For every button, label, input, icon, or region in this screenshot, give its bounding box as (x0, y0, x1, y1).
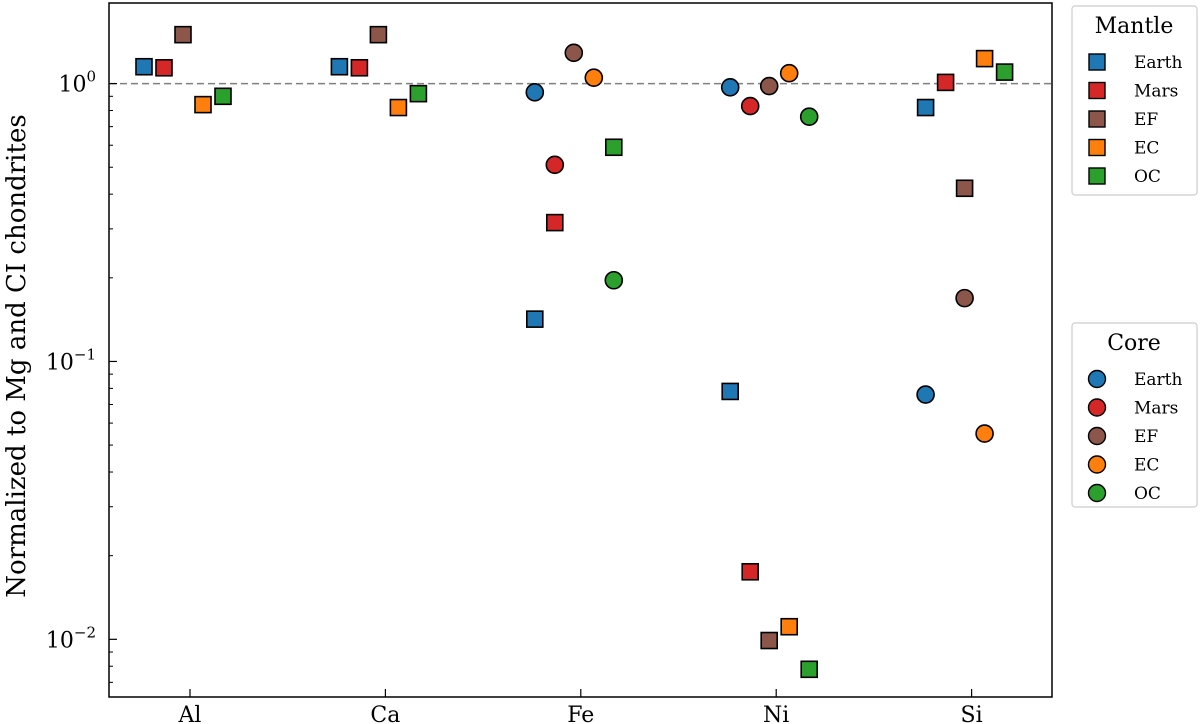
plot-area (108, 2, 1053, 698)
mantle-mars-ni-marker (741, 562, 760, 581)
core-ec-ni-marker (779, 63, 799, 83)
legend-label: OC (1134, 167, 1161, 187)
legend-core: Core Earth Mars EF EC OC (1071, 322, 1198, 508)
legend-title: Mantle (1095, 14, 1174, 39)
mantle-earth-ni-marker (721, 382, 740, 401)
mantle-earth-ca-marker (330, 57, 349, 76)
y-tick-label: 10−2 (46, 623, 96, 653)
mantle-mars-si-marker (936, 73, 955, 92)
legend-label: Earth (1134, 370, 1183, 390)
legend-core-mars-marker (1087, 398, 1107, 417)
mantle-mars-al-marker (155, 58, 173, 77)
core-oc-ni-marker (799, 107, 819, 127)
mantle-oc-si-marker (995, 63, 1014, 81)
legend-mantle-earth-marker (1088, 53, 1106, 71)
core-earth-ni-marker (720, 77, 740, 97)
core-ec-fe-marker (584, 68, 604, 88)
mantle-ef-ni-marker (760, 631, 779, 650)
legend-label: OC (1134, 484, 1161, 504)
mantle-ef-ca-marker (369, 25, 388, 44)
legend-label: Mars (1134, 399, 1178, 419)
mantle-earth-si-marker (916, 98, 935, 117)
mantle-ef-si-marker (955, 179, 974, 198)
data-markers (135, 25, 1014, 679)
mantle-earth-fe-marker (525, 310, 544, 328)
mantle-oc-ni-marker (800, 660, 819, 679)
legend-mantle-oc-marker (1088, 167, 1106, 185)
y-tick-label: 100 (58, 68, 96, 98)
core-earth-si-marker (916, 385, 935, 404)
legend-label: EC (1134, 456, 1159, 476)
core-ef-ni-marker (759, 76, 779, 96)
legend-mantle-mars-marker (1088, 81, 1106, 100)
core-ef-si-marker (955, 288, 974, 308)
core-ec-si-marker (975, 424, 994, 443)
mantle-ec-al-marker (194, 95, 212, 114)
mantle-earth-al-marker (135, 57, 153, 76)
core-oc-fe-marker (604, 270, 624, 290)
legend-mantle-ec-marker (1088, 138, 1106, 157)
legend-title: Core (1107, 331, 1161, 356)
mantle-oc-fe-marker (604, 138, 623, 157)
core-ef-fe-marker (564, 43, 584, 63)
axis-ticks: Al Ca Fe Ni Si 100 10−1 10−2 (46, 68, 983, 724)
mantle-mars-fe-marker (545, 213, 564, 232)
x-tick-label: Ni (763, 703, 789, 724)
y-axis-label: Normalized to Mg and CI chondrites (2, 114, 32, 597)
core-earth-fe-marker (525, 83, 545, 102)
mantle-ec-si-marker (975, 49, 994, 68)
core-mars-fe-marker (545, 155, 565, 175)
mantle-ec-ni-marker (780, 617, 799, 636)
legend-label: EC (1134, 139, 1159, 159)
legend-core-oc-marker (1087, 483, 1107, 503)
x-tick-label: Si (961, 703, 983, 724)
legend-mantle: Mantle Earth Mars EF EC OC (1071, 5, 1198, 196)
legend-label: Earth (1134, 53, 1183, 73)
legend-core-ec-marker (1087, 455, 1107, 474)
legend-core-earth-marker (1087, 369, 1107, 389)
mantle-mars-ca-marker (350, 58, 369, 77)
y-tick-label: 10−1 (46, 345, 96, 375)
mantle-ec-ca-marker (389, 98, 408, 117)
x-tick-label: Ca (370, 703, 400, 724)
core-mars-ni-marker (740, 96, 760, 116)
x-tick-label: Al (178, 703, 202, 724)
legend-label: EF (1134, 427, 1158, 447)
mantle-oc-al-marker (214, 87, 232, 106)
mantle-ef-al-marker (174, 25, 192, 44)
mantle-oc-ca-marker (409, 84, 428, 103)
legend-label: EF (1134, 110, 1158, 130)
legend-core-ef-marker (1087, 426, 1107, 446)
x-tick-label: Fe (567, 703, 594, 724)
legend-label: Mars (1134, 82, 1178, 102)
legend-mantle-ef-marker (1088, 110, 1106, 128)
